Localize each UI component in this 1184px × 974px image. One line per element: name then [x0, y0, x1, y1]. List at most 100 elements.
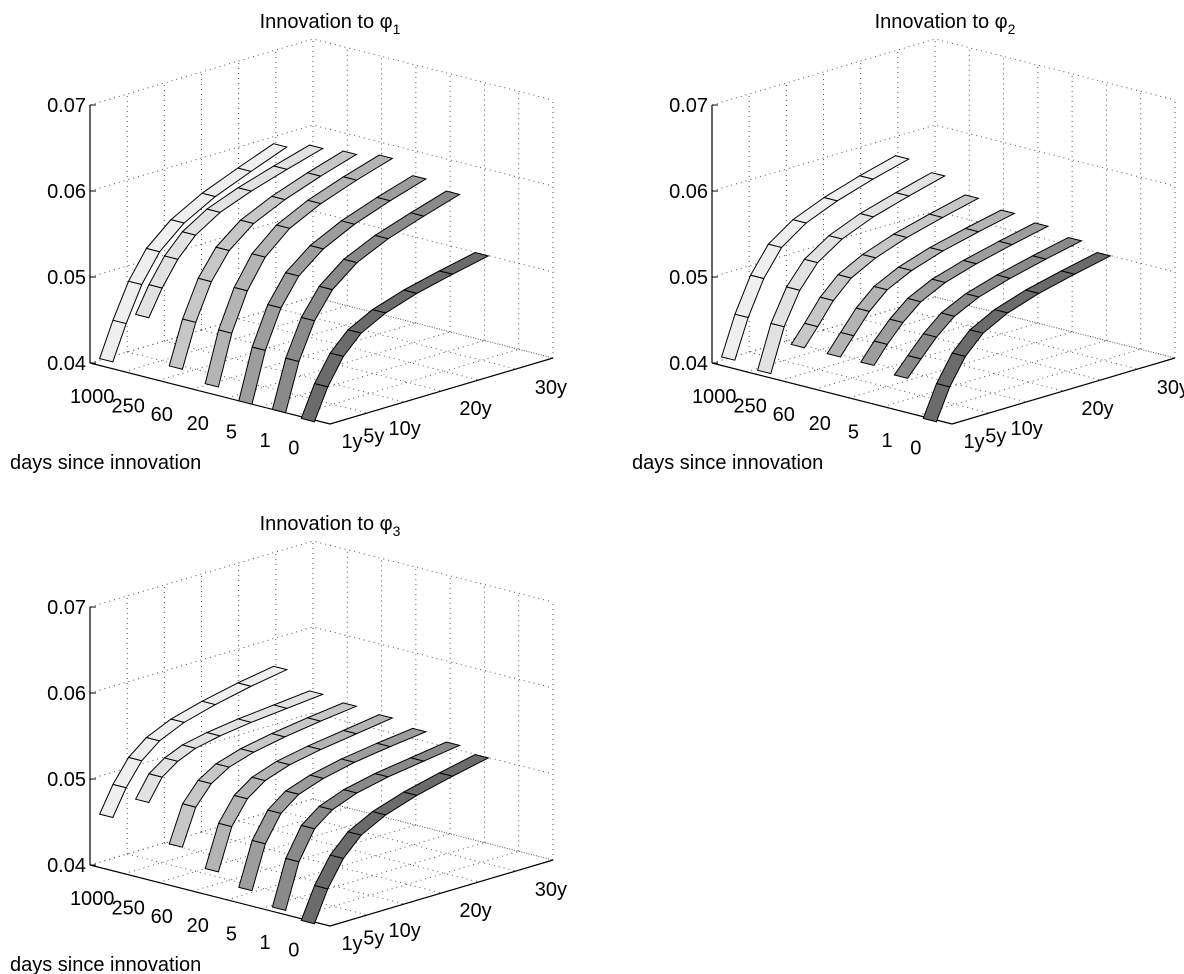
x-tick-label: 60 — [151, 404, 173, 426]
y-tick-label: 1y — [341, 431, 362, 453]
ribbon-segment — [346, 811, 387, 836]
ribbon-segment — [922, 312, 956, 338]
x-tick-label: 1000 — [692, 386, 737, 408]
x-tick-label: 250 — [734, 395, 767, 417]
x-axis-line — [89, 362, 331, 425]
ribbon-segment — [893, 354, 922, 379]
ribbon-segment — [339, 742, 392, 763]
ribbon-segment — [329, 329, 363, 357]
ribbon-segment — [266, 790, 300, 814]
ribbon-segment — [300, 382, 329, 423]
ribbon-segment — [906, 333, 938, 360]
ribbon-segment — [341, 714, 394, 735]
ribbon-segment — [285, 316, 316, 363]
ribbon-segment — [318, 789, 359, 811]
ribbon-segment — [267, 272, 300, 309]
ribbon-5 — [238, 175, 428, 405]
z-tick-label: 0.05 — [47, 267, 86, 289]
ribbon-segment — [306, 729, 359, 750]
ribbon-segment — [236, 143, 288, 172]
y-tick-label: 10y — [388, 418, 420, 440]
grid-line — [89, 540, 554, 608]
ribbon-segment — [251, 224, 291, 258]
ribbon-segment — [1024, 270, 1077, 294]
ribbon-segment — [371, 289, 419, 314]
ribbon-segment — [134, 773, 163, 804]
chart-title-subscript: 3 — [393, 523, 401, 539]
ribbon-segment — [785, 258, 819, 291]
ribbon-segment — [968, 309, 1009, 334]
ribbon-segment — [964, 209, 1016, 233]
ribbon-segment — [251, 303, 282, 351]
ribbon-3 — [790, 194, 980, 349]
x-axis-label: days since innovation — [10, 452, 201, 474]
y-tick-label: 30y — [535, 377, 567, 399]
ribbon-segment — [346, 309, 387, 334]
ribbon-segment — [270, 717, 323, 738]
ribbon-segment — [308, 758, 356, 779]
ribbon-segment — [438, 754, 490, 777]
ribbon-segment — [271, 857, 300, 912]
ribbon-segment — [340, 196, 392, 225]
ribbon-segment — [995, 255, 1048, 279]
y-tick-label: 5y — [985, 426, 1006, 448]
ribbon-segment — [720, 313, 749, 361]
ribbon-segment — [438, 252, 490, 275]
x-tick-label: 60 — [151, 906, 173, 928]
y-tick-label: 10y — [388, 920, 420, 942]
ribbon-segment — [1031, 236, 1083, 260]
ribbon-segment — [373, 757, 426, 778]
ribbon-segment — [409, 741, 462, 762]
ribbon-segment — [375, 727, 428, 748]
grid-line — [711, 38, 1176, 106]
ribbon-1 — [98, 143, 288, 363]
ribbon-segment — [127, 736, 161, 762]
ribbon-segment — [997, 222, 1050, 246]
ribbon-segment — [318, 258, 358, 291]
ribbon-segment — [233, 253, 266, 292]
ribbon-7 — [300, 252, 490, 423]
x-tick-label: 0 — [910, 437, 921, 459]
ribbon-segment — [770, 286, 801, 328]
chart-title-text: Innovation to φ — [260, 11, 393, 33]
ribbon-segment — [300, 285, 334, 322]
ribbon-segment — [402, 270, 455, 294]
y-tick-label: 20y — [459, 900, 491, 922]
ribbon-segment — [204, 822, 233, 873]
ribbon-segment — [215, 219, 255, 252]
ribbon-segment — [271, 357, 300, 414]
z-tick-label: 0.04 — [47, 353, 86, 375]
grid-line — [89, 38, 554, 106]
ribbon-6 — [893, 236, 1083, 379]
grid-line — [89, 124, 554, 192]
x-tick-label: 20 — [809, 413, 831, 435]
grid-line — [89, 626, 554, 694]
ribbon-segment — [309, 220, 356, 250]
z-tick-label: 0.07 — [47, 95, 86, 117]
x-tick-label: 1000 — [70, 888, 115, 910]
axes — [89, 607, 554, 927]
ribbons — [720, 155, 1112, 423]
ribbon-segment — [822, 175, 875, 202]
ribbon-segment — [239, 195, 287, 225]
ribbon-5 — [238, 727, 428, 892]
ribbon-segment — [790, 322, 819, 349]
ribbon-6 — [271, 741, 462, 912]
ribbon-segment — [168, 803, 197, 848]
x-tick-label: 0 — [288, 939, 299, 961]
ribbon-segment — [873, 318, 904, 345]
x-tick-label: 5 — [226, 923, 237, 945]
chart-title: Innovation to φ1 — [260, 11, 401, 37]
x-tick-label: 60 — [773, 404, 795, 426]
y-axis-line — [329, 357, 554, 425]
ribbons — [98, 143, 490, 423]
ribbon-segment — [409, 190, 461, 217]
ribbon-segment — [734, 274, 765, 319]
ribbon-segment — [897, 247, 945, 271]
chart-title: Innovation to φ3 — [260, 513, 401, 539]
x-tick-label: 5 — [226, 421, 237, 443]
x-axis-line — [711, 362, 953, 425]
z-tick-label: 0.07 — [47, 597, 86, 619]
y-tick-label: 5y — [363, 426, 384, 448]
